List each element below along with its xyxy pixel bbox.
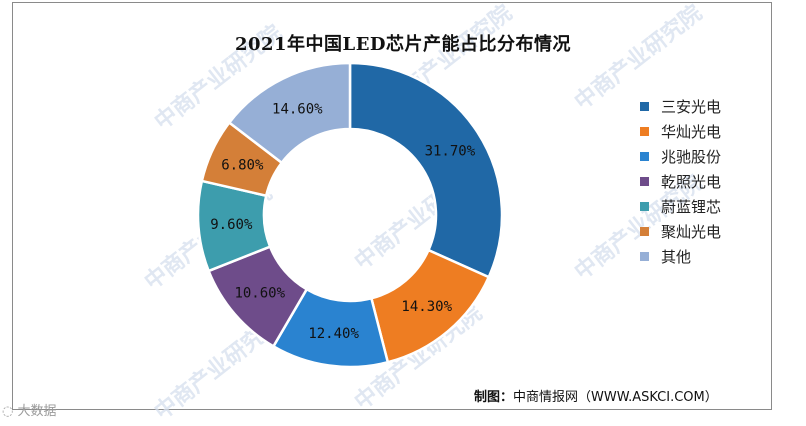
legend-label: 乾照光电 bbox=[661, 173, 722, 191]
legend-swatch bbox=[640, 177, 649, 186]
chart-legend: 三安光电华灿光电兆驰股份乾照光电蔚蓝锂芯聚灿光电其他 bbox=[640, 94, 721, 269]
legend-label: 兆驰股份 bbox=[661, 148, 722, 166]
slice-label-6: 14.60% bbox=[272, 101, 323, 117]
legend-label: 聚灿光电 bbox=[661, 223, 722, 241]
slice-label-3: 10.60% bbox=[234, 286, 285, 302]
chart-credit: 制图：中商情报网（WWW.ASKCI.COM） bbox=[474, 386, 718, 405]
legend-swatch bbox=[640, 152, 649, 161]
legend-label: 蔚蓝锂芯 bbox=[661, 198, 722, 216]
legend-item-1: 华灿光电 bbox=[640, 119, 721, 144]
legend-swatch bbox=[640, 102, 649, 111]
credit-label: 制图： bbox=[474, 390, 514, 405]
bottom-logo: ◌ 大数据 bbox=[2, 400, 57, 419]
slice-label-5: 6.80% bbox=[221, 157, 264, 173]
chart-title: 2021年中国LED芯片产能占比分布情况 bbox=[234, 34, 572, 55]
slice-label-1: 14.30% bbox=[401, 299, 452, 315]
legend-swatch bbox=[640, 252, 649, 261]
legend-swatch bbox=[640, 127, 649, 136]
donut-slice-6 bbox=[227, 61, 352, 165]
legend-item-4: 蔚蓝锂芯 bbox=[640, 194, 721, 219]
legend-item-3: 乾照光电 bbox=[640, 169, 721, 194]
legend-item-6: 其他 bbox=[640, 244, 721, 269]
legend-label: 三安光电 bbox=[661, 98, 722, 116]
legend-label: 华灿光电 bbox=[661, 123, 722, 141]
logo-text: 大数据 bbox=[17, 404, 57, 419]
legend-item-5: 聚灿光电 bbox=[640, 219, 721, 244]
logo-icon: ◌ bbox=[2, 404, 14, 419]
slice-label-2: 12.40% bbox=[308, 326, 359, 342]
slice-label-4: 9.60% bbox=[210, 217, 253, 233]
legend-item-0: 三安光电 bbox=[640, 94, 721, 119]
legend-swatch bbox=[640, 227, 649, 236]
donut-slice-0 bbox=[348, 61, 504, 279]
slice-label-0: 31.70% bbox=[425, 143, 476, 159]
legend-swatch bbox=[640, 202, 649, 211]
legend-label: 其他 bbox=[661, 248, 692, 266]
credit-source: 中商情报网（WWW.ASKCI.COM） bbox=[513, 390, 718, 405]
legend-item-2: 兆驰股份 bbox=[640, 144, 721, 169]
